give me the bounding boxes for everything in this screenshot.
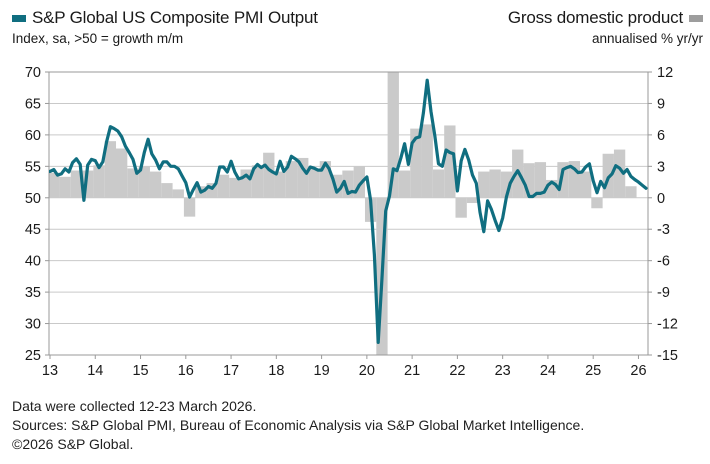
svg-text:19: 19 bbox=[314, 363, 330, 379]
svg-text:26: 26 bbox=[630, 363, 646, 379]
chart-title-right: Gross domestic product bbox=[507, 8, 683, 27]
svg-text:14: 14 bbox=[87, 363, 103, 379]
legend-gdp: Gross domestic product annualised % yr/y… bbox=[508, 8, 703, 46]
footer-sources: Sources: S&P Global PMI, Bureau of Econo… bbox=[12, 417, 585, 433]
svg-text:3: 3 bbox=[657, 159, 665, 175]
svg-text:-15: -15 bbox=[657, 348, 678, 364]
svg-text:25: 25 bbox=[585, 363, 601, 379]
svg-text:23: 23 bbox=[495, 363, 511, 379]
legend-pmi: S&P Global US Composite PMI Output Index… bbox=[12, 8, 318, 46]
svg-text:25: 25 bbox=[25, 348, 41, 364]
right-axis-labels: 12 9 6 3 0 -3 -6 -9 -12 -15 bbox=[657, 65, 678, 364]
svg-text:9: 9 bbox=[657, 96, 665, 112]
pmi-legend-swatch bbox=[12, 14, 26, 22]
svg-text:-6: -6 bbox=[657, 254, 670, 270]
svg-text:6: 6 bbox=[657, 128, 665, 144]
x-axis-labels: 13 14 15 16 17 18 19 20 21 22 23 24 25 26 bbox=[42, 363, 647, 379]
svg-text:60: 60 bbox=[25, 128, 41, 144]
svg-text:16: 16 bbox=[178, 363, 194, 379]
svg-text:65: 65 bbox=[25, 96, 41, 112]
svg-text:30: 30 bbox=[25, 317, 41, 333]
svg-text:13: 13 bbox=[42, 363, 58, 379]
svg-text:-12: -12 bbox=[657, 317, 678, 333]
left-axis-labels: 70 65 60 55 50 45 40 35 30 25 bbox=[25, 65, 41, 364]
svg-text:24: 24 bbox=[540, 363, 556, 379]
svg-text:45: 45 bbox=[25, 222, 41, 238]
svg-text:40: 40 bbox=[25, 254, 41, 270]
svg-text:21: 21 bbox=[404, 363, 420, 379]
chart-title-left: S&P Global US Composite PMI Output bbox=[32, 8, 318, 27]
chart-subtitle-right: annualised % yr/yr bbox=[591, 31, 703, 46]
svg-text:20: 20 bbox=[359, 363, 375, 379]
gdp-bars bbox=[49, 72, 637, 355]
svg-text:55: 55 bbox=[25, 159, 41, 175]
axes bbox=[45, 71, 652, 359]
gridlines bbox=[49, 71, 648, 356]
svg-text:0: 0 bbox=[657, 191, 665, 207]
chart-subtitle-left: Index, sa, >50 = growth m/m bbox=[12, 31, 184, 46]
pmi-gdp-chart: 70656055504540353025129630-3-6-9-12-1513… bbox=[25, 65, 678, 379]
svg-text:18: 18 bbox=[268, 363, 284, 379]
chart-area: 70 65 60 55 50 45 40 35 30 25 12 9 6 3 0 -3 -6 -9 -12 -15 13… bbox=[25, 65, 678, 379]
footer-notes: Data were collected 12-23 March 2026. So… bbox=[12, 397, 584, 454]
svg-text:22: 22 bbox=[449, 363, 465, 379]
pmi-line bbox=[49, 78, 648, 344]
svg-text:15: 15 bbox=[132, 363, 148, 379]
svg-text:50: 50 bbox=[25, 191, 41, 207]
svg-text:70: 70 bbox=[25, 65, 41, 81]
svg-text:17: 17 bbox=[223, 363, 239, 379]
svg-text:12: 12 bbox=[657, 65, 673, 81]
svg-text:-3: -3 bbox=[657, 222, 670, 238]
footer-collection-note: Data were collected 12-23 March 2026. bbox=[12, 398, 257, 414]
footer-copyright: ©2026 S&P Global. bbox=[12, 436, 134, 452]
svg-text:-9: -9 bbox=[657, 285, 670, 301]
gdp-legend-swatch bbox=[689, 14, 703, 22]
svg-text:35: 35 bbox=[25, 285, 41, 301]
